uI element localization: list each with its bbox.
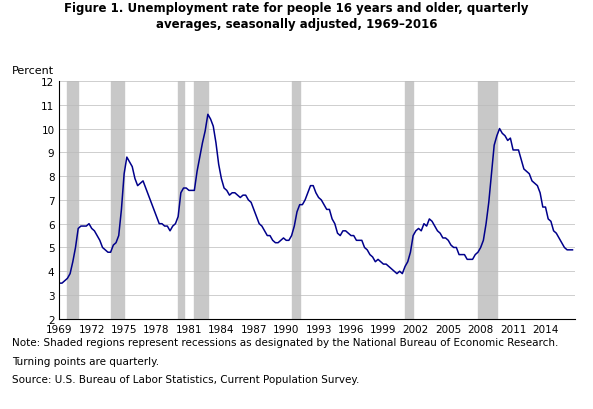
Bar: [111, 82, 124, 319]
Text: Source: U.S. Bureau of Labor Statistics, Current Population Survey.: Source: U.S. Bureau of Labor Statistics,…: [12, 374, 359, 384]
Bar: [178, 82, 184, 319]
Bar: [68, 82, 78, 319]
Bar: [405, 82, 413, 319]
Bar: [195, 82, 208, 319]
Text: Note: Shaded regions represent recessions as designated by the National Bureau o: Note: Shaded regions represent recession…: [12, 337, 558, 347]
Text: Turning points are quarterly.: Turning points are quarterly.: [12, 356, 159, 366]
Text: Figure 1. Unemployment rate for people 16 years and older, quarterly: Figure 1. Unemployment rate for people 1…: [64, 2, 529, 15]
Bar: [478, 82, 497, 319]
Text: Percent: Percent: [12, 66, 54, 76]
Text: averages, seasonally adjusted, 1969–2016: averages, seasonally adjusted, 1969–2016: [156, 18, 437, 31]
Bar: [292, 82, 299, 319]
